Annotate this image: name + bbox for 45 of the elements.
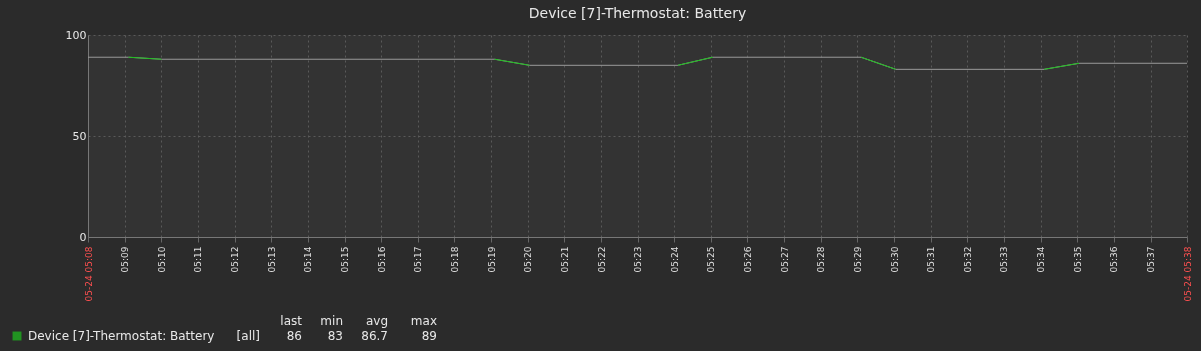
x-tick-label: 05:17 (413, 246, 424, 273)
x-tick-label: 05:12 (230, 246, 241, 273)
x-tick-label: 05:09 (120, 246, 131, 273)
x-tick-label: 05:26 (742, 246, 753, 273)
chart-title: Device [7]-Thermostat: Battery (528, 5, 747, 21)
y-tick-label: 100 (65, 28, 87, 42)
x-tick-label: 05:14 (303, 246, 314, 273)
x-tick-label: 05-24 05:08 (83, 246, 94, 302)
x-tick-label: 05:33 (999, 246, 1010, 273)
y-tick-label: 50 (72, 129, 87, 143)
x-tick-label: 05:25 (706, 246, 717, 273)
x-tick-label: 05-24 05:38 (1182, 246, 1193, 302)
text: 86 (286, 329, 302, 343)
x-tick-label: 05:24 (669, 246, 680, 273)
x-tick-label: 05:31 (926, 246, 937, 273)
x-tick-label: 05:34 (1036, 246, 1047, 273)
text: 86.7 (361, 329, 388, 343)
x-tick-label: 05:36 (1109, 246, 1120, 273)
x-tick-label: 05:13 (266, 246, 277, 273)
x-tick-label: 05:30 (889, 246, 900, 273)
x-tick-label: 05:37 (1146, 246, 1157, 273)
x-tick-label: 05:11 (193, 246, 204, 273)
text: 89 (421, 329, 437, 343)
text: 83 (327, 329, 343, 343)
text: min (320, 314, 343, 328)
x-tick-label: 05:21 (559, 246, 570, 273)
text: avg (365, 314, 388, 328)
x-tick-label: 05:28 (816, 246, 827, 273)
text: [all] (236, 329, 260, 343)
x-tick-label: 05:32 (962, 246, 973, 273)
y-tick-label: 0 (79, 230, 87, 244)
x-tick-label: 05:10 (156, 246, 167, 273)
legend-label: Device [7]-Thermostat: Battery (28, 329, 215, 343)
x-tick-label: 05:19 (486, 246, 497, 273)
x-tick-label: 05:20 (523, 246, 534, 273)
x-tick-label: 05:23 (633, 246, 643, 273)
x-tick-label: 05:27 (779, 246, 790, 273)
x-tick-label: 05:18 (449, 246, 460, 273)
x-tick-label: 05:16 (376, 246, 387, 273)
text: max (410, 314, 437, 328)
x-tick-label: 05:29 (852, 246, 863, 273)
x-tick-label: 05:22 (596, 246, 607, 273)
x-tick-label: 05:15 (340, 246, 351, 273)
x-tick-label: 05:35 (1072, 246, 1083, 273)
text: last (280, 314, 303, 328)
